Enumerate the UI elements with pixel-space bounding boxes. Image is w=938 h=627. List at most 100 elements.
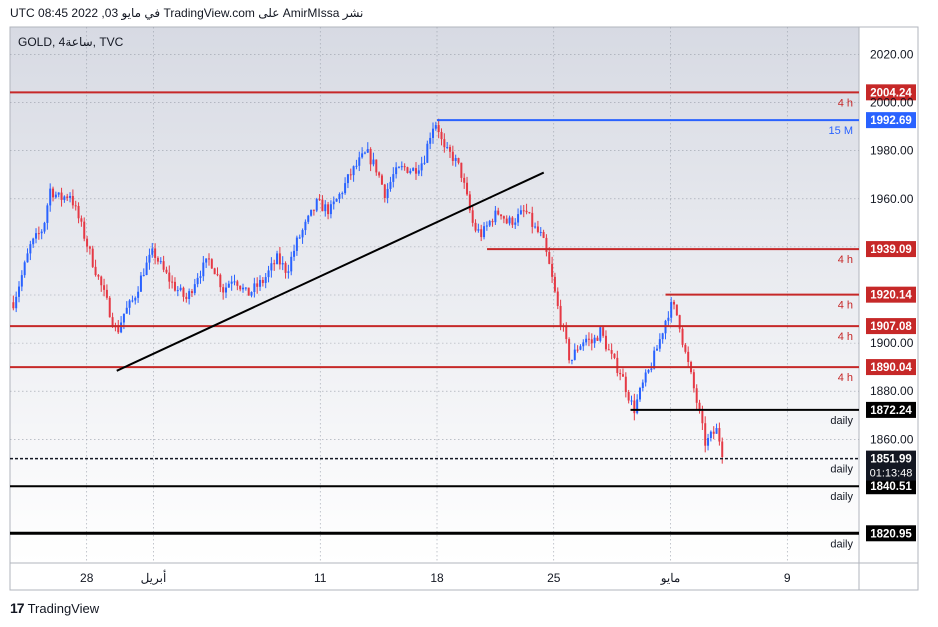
- level-price-badge[interactable]: [866, 401, 916, 418]
- candle-up: [423, 162, 426, 164]
- candle-down: [247, 287, 250, 296]
- candle-up: [139, 275, 142, 292]
- candle-up: [225, 287, 228, 293]
- level-price-badge[interactable]: [866, 241, 916, 258]
- candle-up: [709, 431, 712, 438]
- candle-up: [593, 337, 596, 344]
- candle-down: [451, 151, 454, 161]
- symbol-info[interactable]: GOLD, 4ساعة, TVC: [18, 35, 124, 49]
- candle-up: [145, 262, 148, 275]
- candle-down: [154, 248, 157, 258]
- candle-down: [610, 350, 613, 354]
- candle-down: [502, 216, 505, 219]
- candle-down: [505, 218, 508, 224]
- candle-down: [108, 297, 111, 318]
- candle-down: [74, 205, 77, 207]
- candle-up: [585, 338, 588, 343]
- candle-down: [576, 349, 579, 351]
- candle-up: [395, 167, 398, 175]
- candle-up: [35, 233, 38, 239]
- candle-up: [346, 174, 349, 184]
- candle-up: [630, 400, 633, 402]
- candle-down: [721, 441, 724, 457]
- candle-down: [219, 274, 222, 288]
- candle-down: [491, 221, 494, 223]
- level-timeframe-label: 4 h: [838, 331, 853, 343]
- candle-up: [250, 291, 253, 296]
- candle-down: [97, 275, 100, 277]
- candle-down: [673, 301, 676, 305]
- candle-down: [284, 263, 287, 273]
- candle-up: [293, 250, 296, 257]
- level-price-badge[interactable]: [866, 286, 916, 303]
- candle-down: [185, 296, 188, 300]
- candle-down: [698, 402, 701, 412]
- candle-up: [29, 244, 32, 254]
- candle-down: [559, 305, 562, 326]
- y-tick-label: 1900.00: [870, 336, 914, 350]
- candle-up: [650, 368, 653, 370]
- candle-down: [443, 139, 446, 148]
- level-price-badge[interactable]: [866, 112, 916, 129]
- candle-up: [641, 382, 644, 388]
- candle-down: [587, 338, 590, 340]
- candle-up: [485, 225, 488, 227]
- candle-up: [20, 275, 23, 287]
- candle-up: [142, 274, 145, 276]
- level-price-badge[interactable]: [866, 525, 916, 542]
- candle-up: [295, 237, 298, 251]
- candle-down: [321, 199, 324, 212]
- candle-up: [253, 283, 256, 292]
- candle-down: [349, 174, 352, 176]
- candle-down: [633, 400, 636, 414]
- level-price-badge[interactable]: [866, 318, 916, 335]
- trendlines: [116, 171, 545, 372]
- y-tick-label: 1860.00: [870, 432, 914, 446]
- candle-up: [26, 253, 29, 263]
- candle-down: [94, 266, 97, 276]
- level-price-badge[interactable]: [866, 359, 916, 376]
- current-price-badge[interactable]: [866, 450, 916, 481]
- level-price-label: 1820.95: [870, 528, 912, 540]
- candle-up: [307, 215, 310, 222]
- candle-up: [429, 137, 432, 144]
- trendline[interactable]: [116, 171, 545, 372]
- level-price-badge[interactable]: [866, 478, 916, 495]
- candle-up: [644, 372, 647, 383]
- candle-down: [273, 263, 276, 265]
- candle-up: [656, 348, 659, 351]
- candle-up: [344, 183, 347, 194]
- candle-up: [400, 166, 403, 168]
- candle-down: [718, 428, 721, 442]
- candle-up: [199, 276, 202, 278]
- candle-down: [500, 214, 503, 217]
- candle-down: [616, 357, 619, 373]
- candle-up: [517, 214, 520, 223]
- y-tick-label: 2020.00: [870, 47, 914, 61]
- candle-down: [312, 209, 315, 211]
- candle-down: [380, 175, 383, 185]
- tradingview-logo[interactable]: 17 TradingView: [10, 600, 99, 616]
- level-timeframe-label: daily: [830, 491, 853, 503]
- level-timeframe-label: 4 h: [838, 372, 853, 384]
- candle-down: [440, 131, 443, 140]
- candle-up: [188, 291, 191, 300]
- candle-down: [182, 287, 185, 297]
- candle-down: [692, 372, 695, 389]
- candle-down: [556, 291, 559, 306]
- candle-up: [494, 210, 497, 223]
- candle-up: [579, 346, 582, 350]
- level-price-label: 1890.04: [870, 362, 912, 374]
- candle-up: [653, 350, 656, 369]
- candle-up: [358, 157, 361, 166]
- candle-down: [403, 166, 406, 168]
- candle-down: [88, 246, 91, 249]
- candle-down: [80, 218, 83, 222]
- candle-up: [341, 193, 344, 195]
- candle-up: [361, 153, 364, 158]
- level-price-badge[interactable]: [866, 84, 916, 101]
- candle-up: [267, 270, 270, 278]
- level-price-label: 1992.69: [870, 115, 912, 127]
- candle-down: [568, 339, 571, 361]
